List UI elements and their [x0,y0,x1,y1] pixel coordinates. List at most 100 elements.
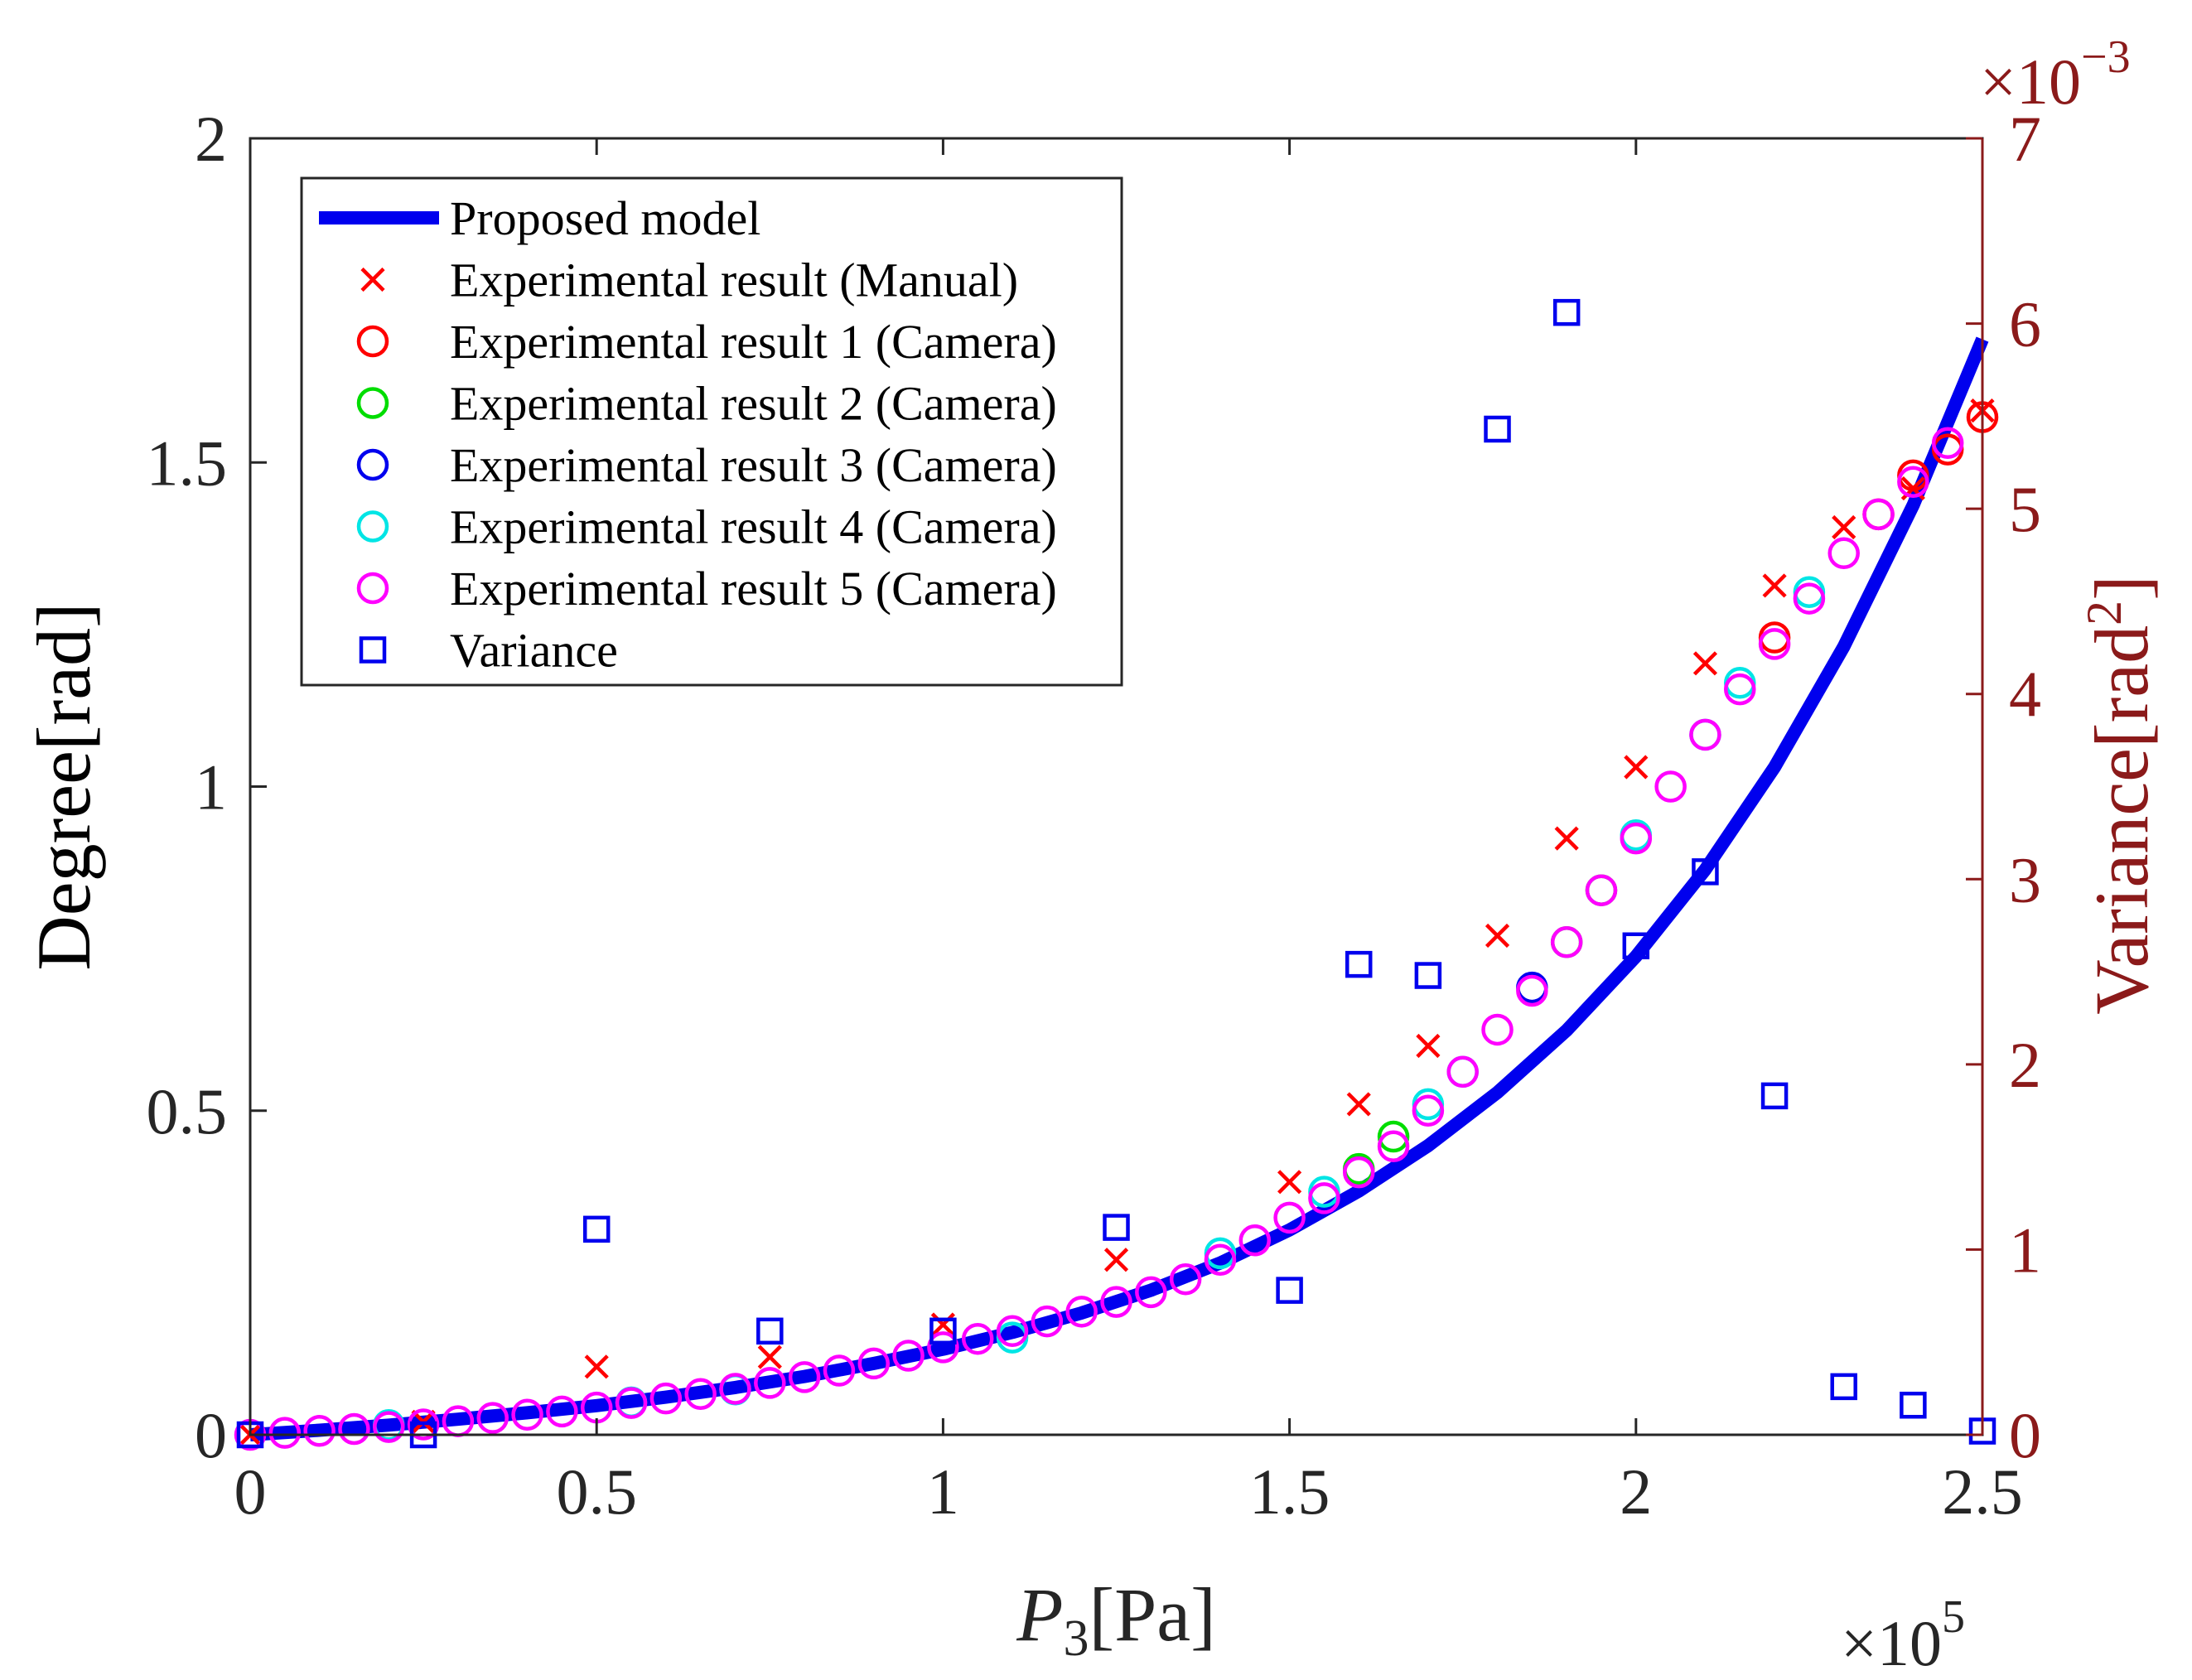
legend-label: Variance [450,624,618,678]
y-left-tick-label: 1.5 [147,427,228,499]
y-left-axis-ticks: 0 0.5 1 1.5 2 [147,103,267,1471]
y-right-axis-title-superscript: 2 [2077,601,2132,625]
plot-marks [234,298,1999,1451]
cam5-point [892,1340,925,1372]
variance-point [582,1215,611,1243]
y-right-tick-label: 3 [2009,843,2041,915]
legend-label: Experimental result 1 (Camera) [450,315,1057,369]
variance-point [1552,298,1581,326]
cam5-point [1100,1286,1132,1318]
legend-item-variance: Variance [359,624,618,678]
cam5-point [1585,874,1618,906]
cam5-point [615,1387,648,1419]
legend-circle-swatch [356,448,389,481]
legend-item-cam1: Experimental result 1 (Camera) [356,315,1057,369]
x-axis-exponent-power: 5 [1942,1591,1965,1643]
x-axis-ticks: 0 0.5 1 1.5 2 2.5 [234,138,2023,1528]
x-tick-label: 1 [927,1456,959,1528]
manual-point-stroke-b [1346,1092,1371,1117]
cam5-point [961,1322,994,1355]
cam5-point [476,1402,509,1434]
cam5-point [684,1378,717,1410]
x-axis-title: P3[Pa] [1016,1572,1215,1667]
cam5-point [1931,427,1964,460]
y-right-tick-label: 5 [2009,473,2041,545]
legend-item-cam3: Experimental result 3 (Camera) [356,438,1057,492]
legend-label: Experimental result 4 (Camera) [450,500,1057,554]
y-right-axis-title: Variance[rad2] [2077,575,2164,1015]
cam5-point [303,1415,336,1447]
manual-point-stroke-b [1554,826,1579,851]
legend-item-cam5: Experimental result 5 (Camera) [356,562,1057,616]
y-right-tick-label: 6 [2009,288,2041,360]
variance-point [1345,950,1373,978]
cam5-point [1862,498,1895,531]
cam5-point [1758,628,1791,660]
series-variance [236,298,1996,1449]
cam5-point [1031,1305,1064,1338]
x-axis-title-unit: [Pa] [1089,1572,1215,1657]
cam5-point [857,1347,891,1380]
cam5-point [996,1315,1029,1348]
manual-point-stroke-b [930,1312,955,1337]
cam5-point [649,1382,683,1415]
variance-point [1900,1391,1927,1419]
cam5-point [1238,1224,1272,1257]
legend-x-swatch-stroke-b [360,267,385,292]
legend-item-cam4: Experimental result 4 (Camera) [356,500,1057,554]
x-axis-title-symbol: P [1016,1572,1063,1657]
legend-item-model: Proposed model [319,191,760,245]
legend-circle-swatch [356,387,389,419]
x-tick-label: 1.5 [1249,1456,1330,1528]
cam5-point [754,1367,786,1399]
legend-circle-swatch [356,510,389,543]
legend-item-cam2: Experimental result 2 (Camera) [356,377,1057,431]
cam5-point [1689,718,1721,751]
cam5-point [1204,1243,1237,1276]
cam5-point [511,1398,543,1431]
legend-label: Experimental result 3 (Camera) [450,438,1057,492]
y-right-axis-exponent: ×10−3 [1980,31,2131,118]
x-axis-title-subscript: 3 [1063,1610,1089,1667]
cam5-point [1065,1296,1098,1328]
cam5-point [1412,1094,1445,1127]
x-axis-exponent: ×105 [1841,1591,1965,1679]
manual-point-stroke-b [1485,923,1510,949]
cam5-point [1827,537,1860,570]
cam5-point [373,1411,405,1443]
variance-point [756,1317,784,1345]
manual-point-stroke-b [1832,514,1856,540]
cam5-point [546,1395,578,1428]
cam5-point [1654,770,1687,803]
variance-point [929,1317,957,1345]
x-tick-label: 0 [234,1456,267,1528]
y-right-tick-label: 0 [2009,1399,2041,1471]
cam5-point [1273,1201,1306,1234]
legend-label: Experimental result 5 (Camera) [450,562,1057,616]
manual-point-stroke-b [1624,755,1649,780]
cam5-point [1342,1156,1375,1189]
legend-label: Experimental result (Manual) [450,253,1018,307]
manual-point-stroke-b [584,1354,609,1379]
legend-box [300,176,1123,687]
y-right-axis-exponent-base: ×10 [1980,46,2081,118]
legend-label: Experimental result 2 (Camera) [450,377,1057,431]
y-right-axis-exponent-power: −3 [2081,31,2131,83]
legend-square-swatch [359,636,387,664]
cam5-point [823,1354,856,1387]
cam5-point [1516,974,1548,1007]
variance-point [1830,1373,1857,1401]
cam5-point [1620,822,1653,855]
x-tick-label: 2 [1620,1456,1652,1528]
variance-point [1692,858,1719,886]
x-tick-label: 2.5 [1942,1456,2023,1528]
cam5-point [1135,1276,1167,1309]
y-right-tick-label: 4 [2009,659,2041,731]
manual-point-stroke-b [1762,573,1787,598]
legend-circle-swatch [356,325,389,358]
legend-label: Proposed model [450,191,760,245]
y-right-tick-label: 1 [2009,1214,2041,1286]
cam5-point [1308,1182,1340,1214]
legend-item-manual: Experimental result (Manual) [360,253,1018,307]
variance-point [1484,415,1511,443]
